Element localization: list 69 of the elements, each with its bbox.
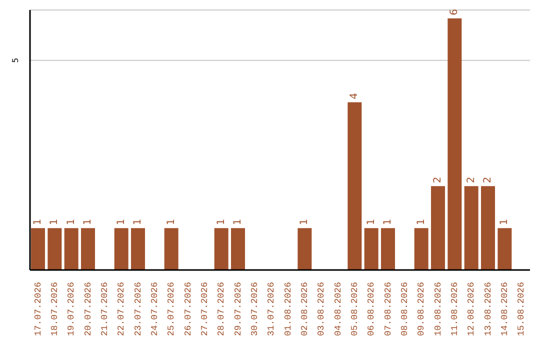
- x-tick-label: 02.08.2026: [300, 282, 310, 336]
- x-tick-label: 07.08.2026: [383, 282, 394, 336]
- data-label: 1: [49, 218, 60, 226]
- x-tick-label: 14.08.2026: [500, 282, 510, 336]
- bar: [381, 228, 395, 270]
- bar: [431, 186, 445, 270]
- x-tick-label: 15.08.2026: [516, 282, 527, 336]
- data-label: 1: [382, 218, 394, 226]
- x-tick-label: 19.07.2026: [66, 282, 77, 336]
- data-label: 2: [432, 176, 444, 184]
- data-label: 2: [466, 176, 477, 184]
- x-tick-label: 22.07.2026: [116, 282, 127, 336]
- x-tick-label: 06.08.2026: [366, 282, 377, 336]
- data-label: 1: [416, 218, 427, 226]
- x-tick-label: 25.07.2026: [166, 282, 177, 336]
- x-tick-label: 23.07.2026: [133, 282, 144, 336]
- data-label: 1: [166, 218, 177, 226]
- bar: [64, 228, 78, 270]
- x-tick-label: 28.07.2026: [216, 282, 227, 336]
- bar: [81, 228, 95, 270]
- bar: [481, 186, 495, 270]
- data-label: 1: [66, 218, 77, 226]
- x-tick-label: 21.07.2026: [100, 282, 110, 336]
- bar: [231, 228, 245, 270]
- x-tick-label: 11.08.2026: [450, 282, 460, 336]
- data-label: 1: [232, 218, 244, 226]
- x-tick-label: 20.07.2026: [83, 282, 94, 336]
- bar: [48, 228, 62, 270]
- data-label: 1: [116, 218, 127, 226]
- x-tick-label: 13.08.2026: [483, 282, 494, 336]
- data-label: 1: [82, 218, 94, 226]
- x-tick-label: 30.07.2026: [250, 282, 260, 336]
- data-label: 4: [349, 92, 360, 100]
- data-label: 1: [216, 218, 227, 226]
- y-tick-label: 5: [11, 58, 20, 63]
- x-tick-label: 17.07.2026: [33, 282, 44, 336]
- x-tick-label: 09.08.2026: [416, 282, 427, 336]
- bar: [298, 228, 312, 270]
- x-tick-label: 31.07.2026: [266, 282, 277, 336]
- bar: [414, 228, 428, 270]
- x-tick-label: 04.08.2026: [333, 282, 344, 336]
- data-label: 1: [32, 218, 44, 226]
- data-label: 1: [299, 218, 310, 226]
- bar: [448, 18, 462, 270]
- data-label: 1: [366, 218, 377, 226]
- bar: [214, 228, 228, 270]
- data-label: 1: [499, 218, 510, 226]
- x-tick-label: 24.07.2026: [150, 282, 160, 336]
- bar: [31, 228, 45, 270]
- bar: [164, 228, 178, 270]
- x-tick-label: 26.07.2026: [183, 282, 194, 336]
- bar: [348, 102, 362, 270]
- bar: [364, 228, 378, 270]
- x-tick-label: 01.08.2026: [283, 282, 294, 336]
- bar: [464, 186, 478, 270]
- data-label: 1: [132, 218, 144, 226]
- bar: [114, 228, 128, 270]
- data-label: 2: [482, 176, 494, 184]
- x-tick-label: 29.07.2026: [233, 282, 244, 336]
- x-tick-label: 12.08.2026: [466, 282, 477, 336]
- x-tick-label: 05.08.2026: [350, 282, 360, 336]
- bar: [498, 228, 512, 270]
- x-tick-label: 10.08.2026: [433, 282, 444, 336]
- x-tick-label: 27.07.2026: [200, 282, 210, 336]
- x-tick-label: 03.08.2026: [316, 282, 327, 336]
- data-label: 6: [449, 9, 460, 16]
- x-tick-label: 08.08.2026: [400, 282, 410, 336]
- bar: [131, 228, 145, 270]
- x-tick-label: 18.07.2026: [50, 282, 60, 336]
